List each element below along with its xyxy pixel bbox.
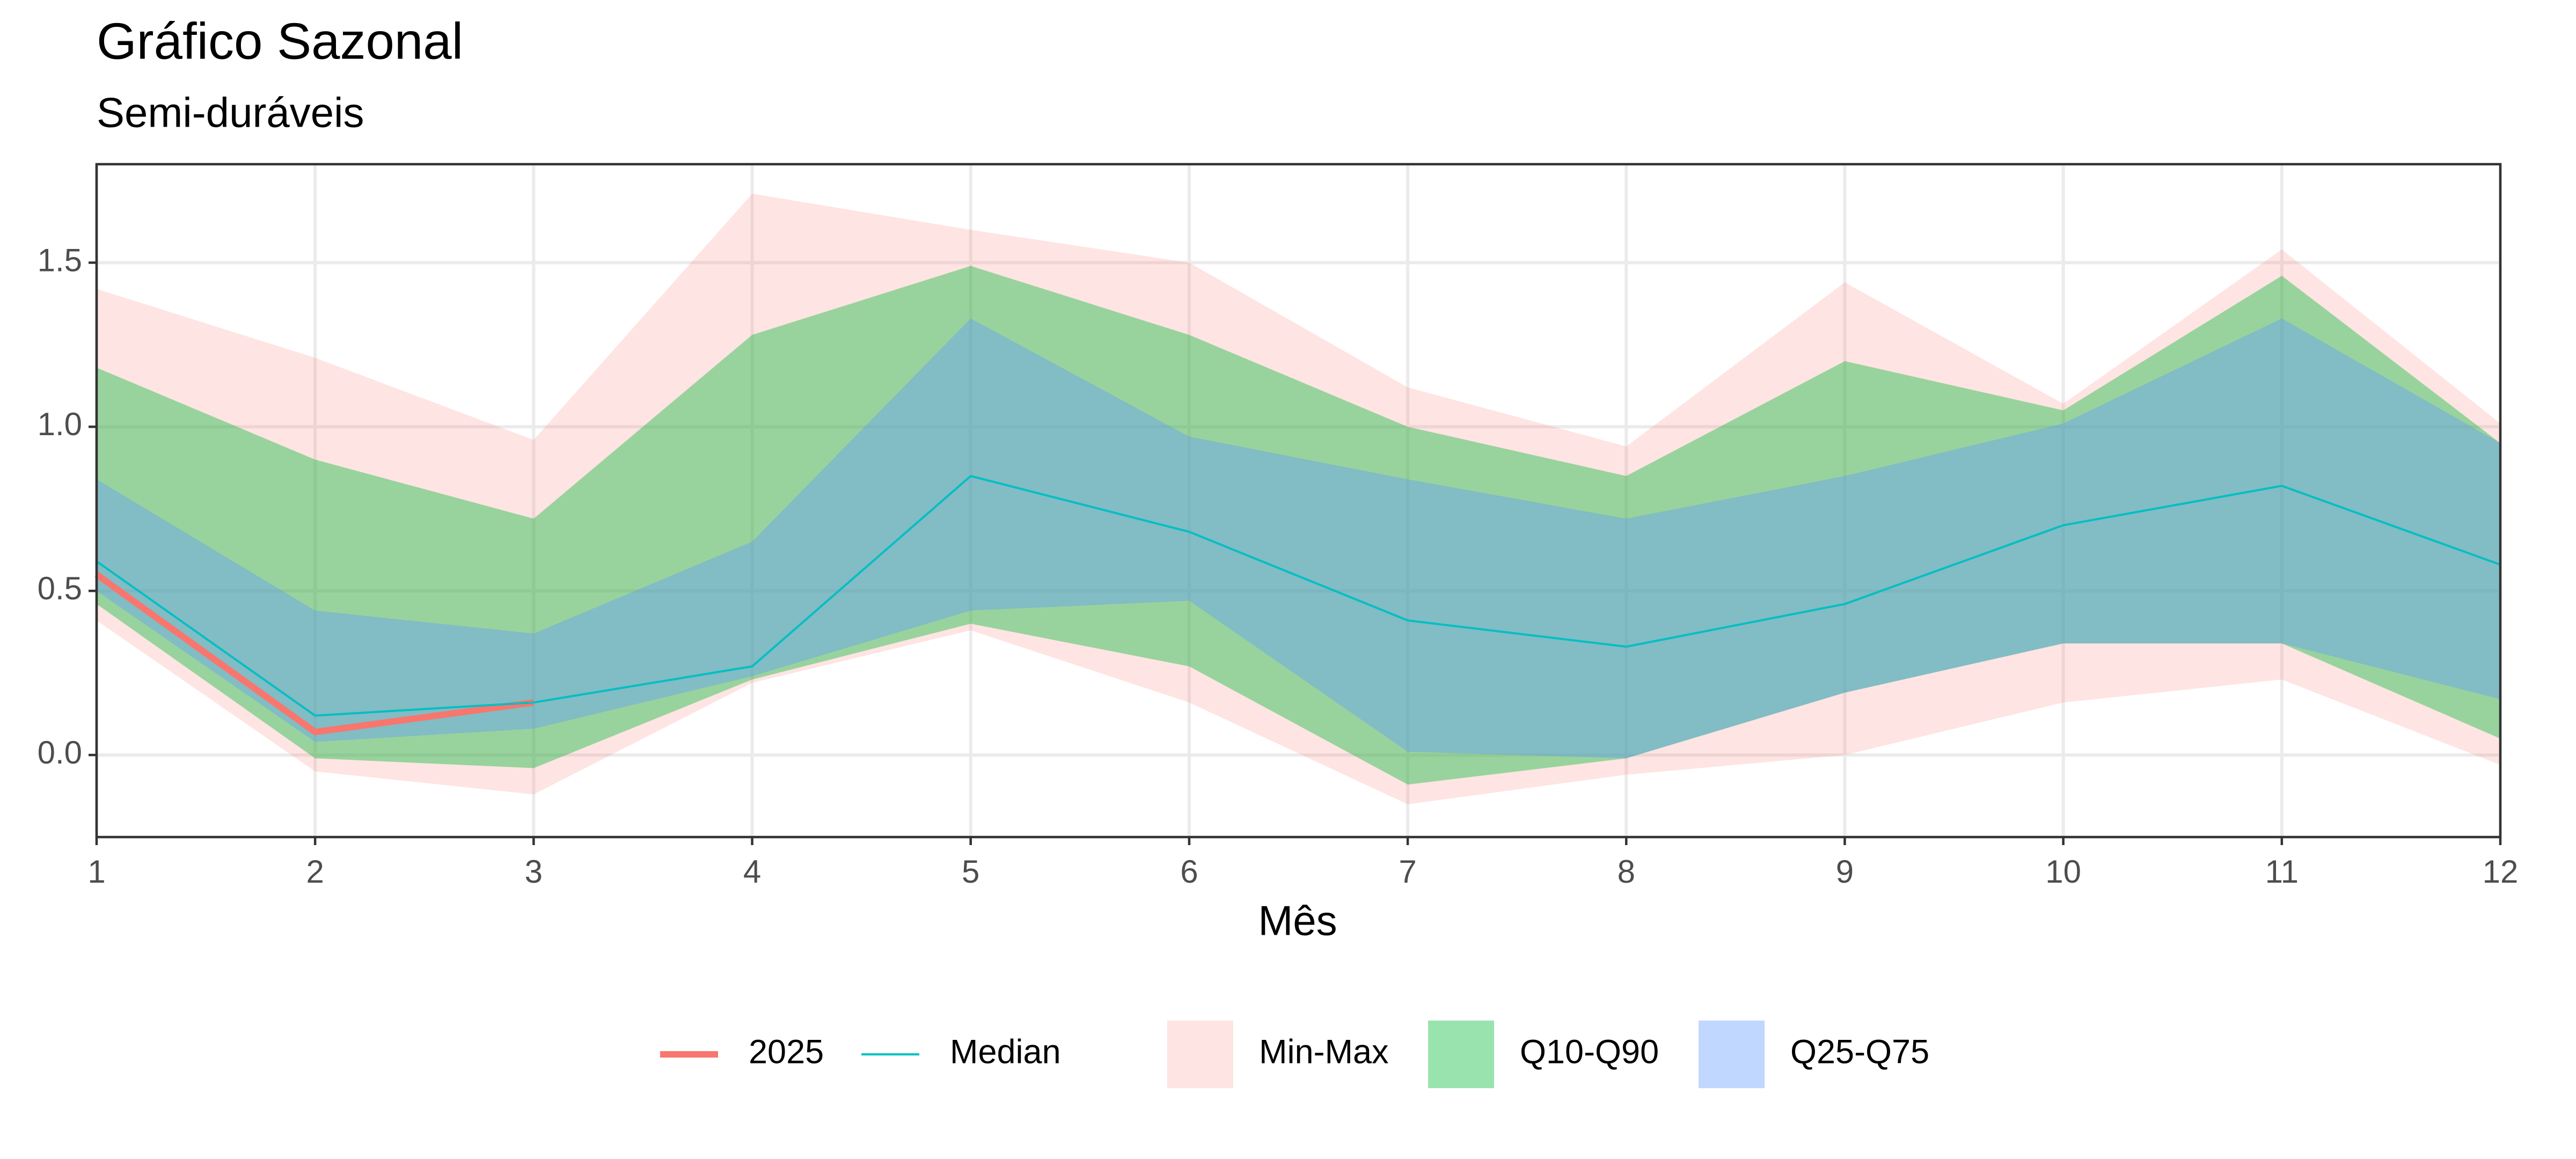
legend-label: 2025	[749, 1033, 824, 1071]
y-tick-label: 0.5	[38, 570, 82, 606]
x-tick-label: 3	[525, 854, 543, 890]
x-tick-label: 12	[2483, 854, 2519, 890]
y-tick-label: 1.0	[38, 406, 82, 442]
x-axis-label: Mês	[1258, 897, 1337, 944]
x-tick-label: 6	[1180, 854, 1198, 890]
legend-label: Q10-Q90	[1520, 1033, 1659, 1071]
x-tick-label: 11	[2265, 854, 2299, 890]
legend-label: Q25-Q75	[1790, 1033, 1929, 1071]
legend-swatch	[1428, 1021, 1494, 1088]
y-tick-label: 0.0	[38, 735, 82, 771]
x-tick-label: 8	[1618, 854, 1635, 890]
legend-label: Median	[950, 1033, 1061, 1071]
x-tick-label: 4	[743, 854, 761, 890]
x-tick-label: 7	[1399, 854, 1416, 890]
x-tick-label: 9	[1836, 854, 1854, 890]
plot-border	[95, 163, 2502, 839]
legend-label: Min-Max	[1259, 1033, 1389, 1071]
band-area	[97, 266, 2500, 785]
band-area	[97, 194, 2500, 804]
x-tick-label: 5	[962, 854, 979, 890]
chart-subtitle: Semi-duráveis	[97, 89, 364, 136]
legend-swatch	[1167, 1021, 1233, 1088]
series-line	[94, 571, 535, 736]
x-tick-label: 2	[306, 854, 324, 890]
band-area	[97, 318, 2500, 759]
y-tick-label: 1.5	[38, 242, 82, 278]
legend-swatch	[1699, 1021, 1765, 1088]
chart-title: Gráfico Sazonal	[97, 12, 463, 70]
x-tick-label: 1	[87, 854, 105, 890]
series-line	[96, 474, 2501, 717]
x-tick-label: 10	[2045, 854, 2081, 890]
